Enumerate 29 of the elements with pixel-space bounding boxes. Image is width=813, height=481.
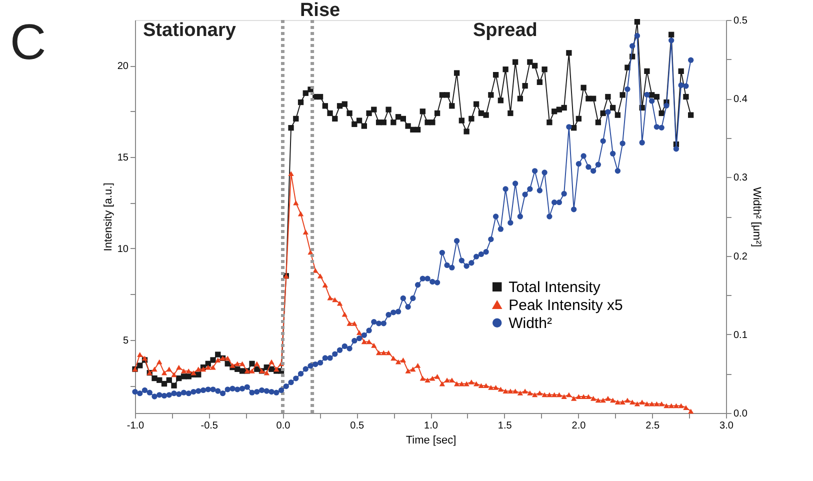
annotation: Rise <box>300 0 340 21</box>
y2-tick-label: 0.4 <box>734 94 748 106</box>
x-tick-label: 1.5 <box>498 420 512 432</box>
y2-tick-label: 0.1 <box>734 330 748 341</box>
x-tick-label: 3.0 <box>720 420 734 432</box>
legend-label: Total Intensity <box>508 278 601 296</box>
legend-label: Width² <box>508 314 552 332</box>
legend-label: Peak Intensity x5 <box>508 296 623 314</box>
x-tick-label: 0.0 <box>276 420 291 432</box>
y2-tick-label: 0.2 <box>734 251 748 262</box>
annotation: Stationary <box>143 20 236 41</box>
y-axis-title: Intensity [a.u.] <box>102 182 114 252</box>
x-tick-label: 1.0 <box>424 420 438 432</box>
y2-axis-title: Width² [μm²] <box>750 186 762 248</box>
y-tick-label: 5 <box>122 335 129 346</box>
annotation: Spread <box>473 20 538 41</box>
y2-tick-label: 0.3 <box>734 172 748 184</box>
x-tick-label: 2.0 <box>572 420 586 432</box>
x-axis-title: Time [sec] <box>406 434 456 446</box>
y-tick-label: 10 <box>117 244 129 255</box>
x-tick-label: -0.5 <box>200 420 218 432</box>
x-tick-label: 0.5 <box>350 420 365 432</box>
y2-tick-label: 0.5 <box>734 16 748 26</box>
y2-tick-label: 0.0 <box>734 408 748 420</box>
text: C <box>10 14 46 70</box>
x-tick-label: 2.5 <box>646 420 660 432</box>
y-tick-label: 20 <box>117 61 129 72</box>
x-tick-label: -1.0 <box>126 420 145 432</box>
y-tick-label: 15 <box>117 152 129 164</box>
